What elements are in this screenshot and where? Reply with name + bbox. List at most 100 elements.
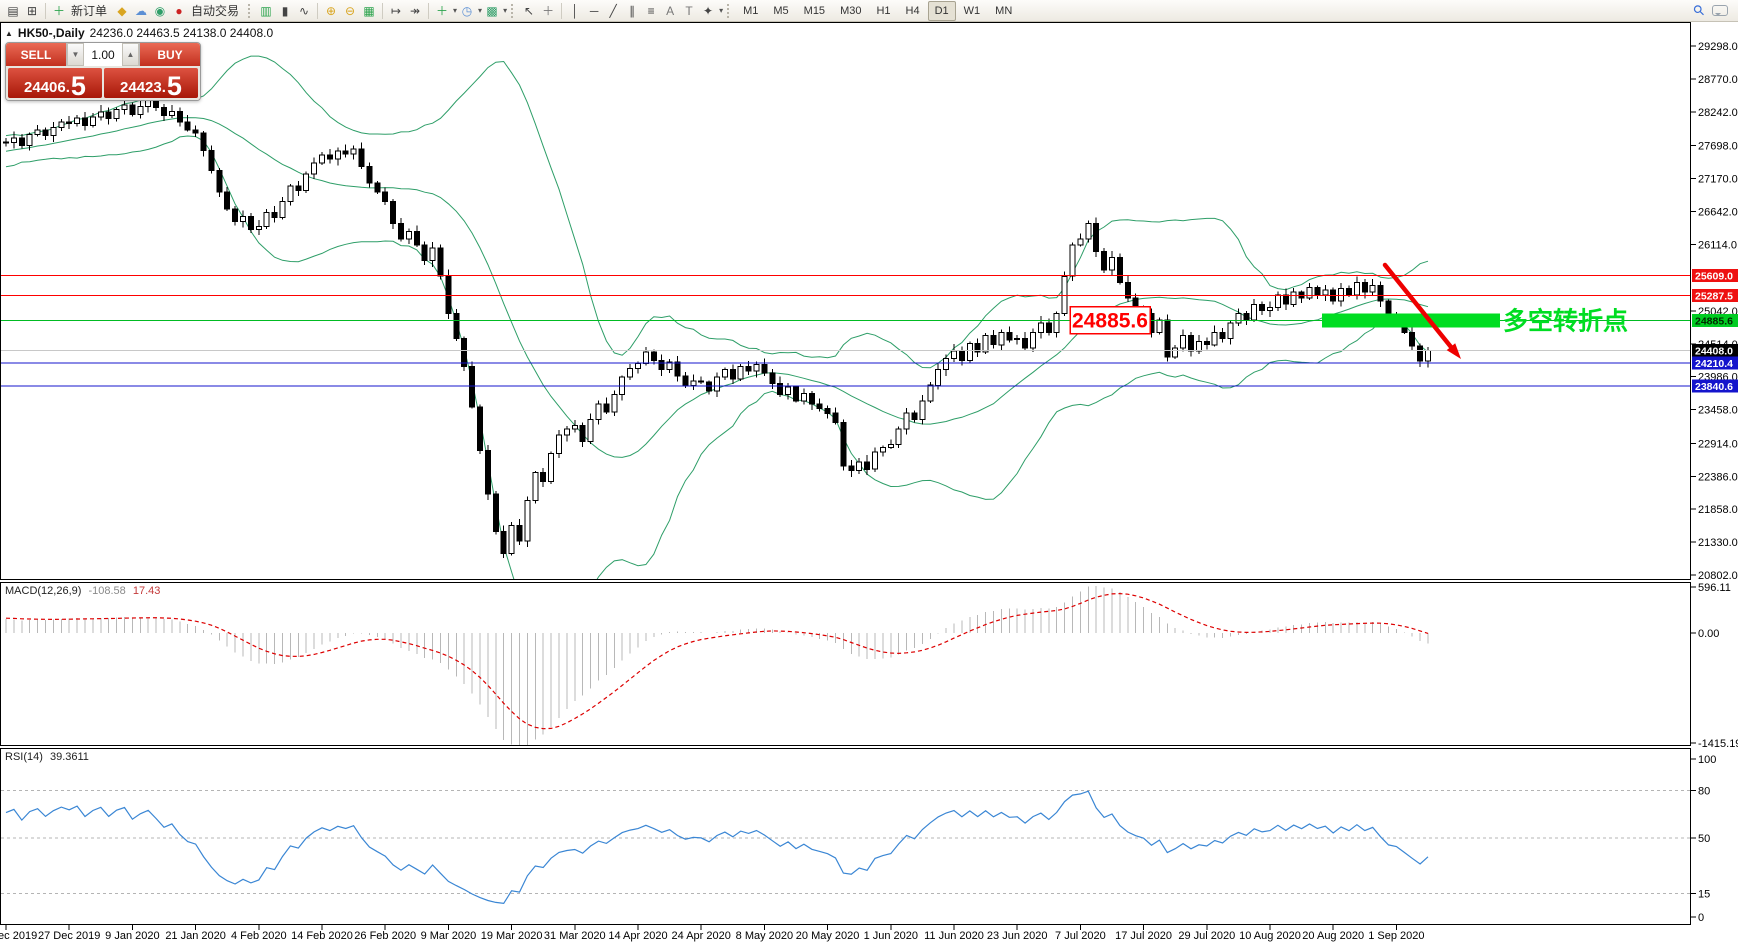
rsi-name: RSI(14) — [5, 751, 43, 763]
date-label: 4 Feb 2020 — [231, 930, 287, 942]
new-order-button[interactable]: 新订单 — [71, 4, 108, 18]
market-watch-icon[interactable]: ▤ — [7, 3, 19, 18]
price-axis[interactable]: 29298.0 28770.0 28242.0 27698.0 27170.0 26642… — [1691, 41, 1738, 582]
sell-button[interactable]: SELL — [6, 43, 66, 66]
down-arrow[interactable] — [1382, 262, 1461, 359]
periods-clock-icon[interactable]: ◷ — [461, 3, 473, 18]
zoom-out-icon[interactable]: ⊖ — [345, 3, 356, 18]
tab-h1[interactable]: H1 — [876, 4, 891, 17]
rsi-tick-label: 50 — [1698, 833, 1710, 845]
price-badge-25609.0: 25609.0 — [1695, 271, 1733, 283]
price-tick-label: 28242.0 — [1698, 107, 1738, 119]
one-click-collapse-icon[interactable]: ▲ — [5, 28, 13, 38]
gold-diamond-icon[interactable]: ◆ — [117, 3, 127, 18]
macd-tick-label: -1415.19 — [1698, 738, 1738, 750]
macd-signal-value: 17.43 — [132, 585, 161, 597]
date-label: 1 Jun 2020 — [864, 930, 918, 942]
ask-price-big-digit: 5 — [166, 71, 182, 101]
price-flag-text[interactable]: 24885.6 — [1072, 310, 1148, 333]
volume-decrease-button[interactable]: ▼ — [67, 43, 84, 66]
arrows-icon[interactable]: ✦ — [703, 3, 714, 18]
price-tick-label: 22386.0 — [1698, 471, 1738, 483]
tab-m1[interactable]: M1 — [743, 4, 759, 17]
buy-button[interactable]: BUY — [140, 43, 200, 66]
cursor-icon[interactable]: ↖ — [524, 3, 535, 18]
bid-price-tile[interactable]: 24406. 5 — [8, 68, 102, 101]
ask-price-tile[interactable]: 24423. 5 — [104, 68, 198, 101]
fibonacci-icon[interactable]: ≡ — [647, 3, 655, 18]
macd-label: MACD(12,26,9) -108.58 17.43 — [5, 585, 160, 597]
trendline-icon[interactable]: ╱ — [609, 3, 617, 18]
date-label: 13 Dec 2019 — [0, 930, 37, 942]
macd-axis[interactable]: 596.11 0.00 -1415.19 — [1691, 582, 1738, 750]
annotations[interactable]: 多空转折点 24885.6 — [1069, 305, 1628, 336]
tab-h4[interactable]: H4 — [905, 4, 920, 17]
volume-increase-button[interactable]: ▲ — [122, 43, 139, 66]
rsi-tick-label: 80 — [1698, 786, 1710, 798]
bar-chart-icon[interactable]: ▥ — [260, 3, 272, 18]
tile-windows-icon[interactable]: ▦ — [363, 3, 375, 18]
templates-icon[interactable]: ▩ — [486, 3, 498, 18]
arrow-shaft[interactable] — [1382, 262, 1454, 350]
tab-d1[interactable]: D1 — [927, 0, 956, 21]
volume-input[interactable] — [84, 43, 122, 66]
auto-trading-button[interactable]: 自动交易 — [191, 4, 240, 18]
date-label: 20 May 2020 — [796, 930, 860, 942]
date-label: 23 Jun 2020 — [987, 930, 1048, 942]
date-label: 27 Dec 2019 — [38, 930, 100, 942]
blue-cloud-icon[interactable]: ☁ — [135, 3, 148, 18]
date-label: 31 Mar 2020 — [544, 930, 606, 942]
main-toolbar: ▤ ⊞ ＋ 新订单 ◆ ☁ ◉ ● 自动交易 ▥ ▮ ∿ ⊕ ⊖ ▦ ↦ ↠ ＋… — [0, 0, 1738, 22]
tab-m30[interactable]: M30 — [840, 4, 862, 17]
horizontal-line-icon[interactable]: ─ — [589, 3, 599, 18]
price-tick-label: 26642.0 — [1698, 206, 1738, 218]
search-icon[interactable]: ⚲ — [1689, 0, 1708, 20]
price-tick-label: 21858.0 — [1698, 504, 1738, 516]
line-chart-icon[interactable]: ∿ — [299, 3, 310, 18]
zoom-in-icon[interactable]: ⊕ — [326, 3, 337, 18]
data-window-icon[interactable]: ⊞ — [26, 3, 38, 18]
tab-m5[interactable]: M5 — [773, 4, 789, 17]
add-indicator-icon[interactable]: ＋ — [436, 3, 449, 18]
price-tick-label: 27698.0 — [1698, 141, 1738, 153]
price-flag-box[interactable] — [1069, 305, 1151, 335]
ohlc-values-label: 24236.0 24463.5 24138.0 24408.0 — [89, 26, 274, 40]
price-badge-24210.4: 24210.4 — [1695, 358, 1733, 370]
turning-point-note-text[interactable]: 多空转折点 — [1503, 307, 1628, 336]
auto-scroll-icon[interactable]: ↦ — [391, 3, 402, 18]
tab-m15[interactable]: M15 — [803, 4, 826, 17]
bollinger-upper — [5, 55, 1429, 369]
chart-shift-icon[interactable]: ↠ — [410, 3, 421, 18]
tab-w1[interactable]: W1 — [963, 4, 981, 17]
price-tick-label: 28770.0 — [1698, 74, 1738, 86]
green-zone-rectangle[interactable] — [1322, 313, 1500, 328]
new-order-icon[interactable]: ＋ — [52, 3, 65, 18]
rsi-axis[interactable]: 100 80 50 15 0 — [1691, 754, 1716, 924]
crosshair-icon[interactable]: ＋ — [542, 3, 555, 18]
date-label: 9 Mar 2020 — [421, 930, 477, 942]
tab-mn[interactable]: MN — [995, 4, 1013, 17]
date-label: 8 May 2020 — [736, 930, 793, 942]
vertical-line-icon[interactable]: │ — [571, 3, 579, 18]
rsi-tick-label: 0 — [1698, 912, 1704, 924]
periods-dropdown-icon[interactable]: ▾ — [478, 6, 483, 15]
chat-icon[interactable] — [1712, 5, 1728, 16]
text-icon[interactable]: A — [666, 3, 675, 18]
arrow-head — [1446, 343, 1461, 359]
candlestick-chart-icon[interactable]: ▮ — [281, 3, 289, 18]
one-click-trading-panel: SELL ▼ ▲ BUY 24406.5 24423.5 — [5, 42, 201, 101]
text-label-icon[interactable]: T — [685, 3, 693, 18]
templates-dropdown-icon[interactable]: ▾ — [503, 6, 508, 15]
green-sonar-icon[interactable]: ◉ — [154, 3, 166, 18]
macd-value: -108.58 — [88, 585, 126, 597]
date-label: 20 Aug 2020 — [1302, 930, 1364, 942]
equidistant-channel-icon[interactable]: ∥ — [629, 3, 636, 18]
add-indicator-dropdown-icon[interactable]: ▾ — [453, 6, 458, 15]
arrows-dropdown-icon[interactable]: ▾ — [719, 6, 724, 15]
autotrading-icon[interactable]: ● — [175, 3, 183, 18]
bid-price-big-digit: 5 — [70, 71, 86, 101]
